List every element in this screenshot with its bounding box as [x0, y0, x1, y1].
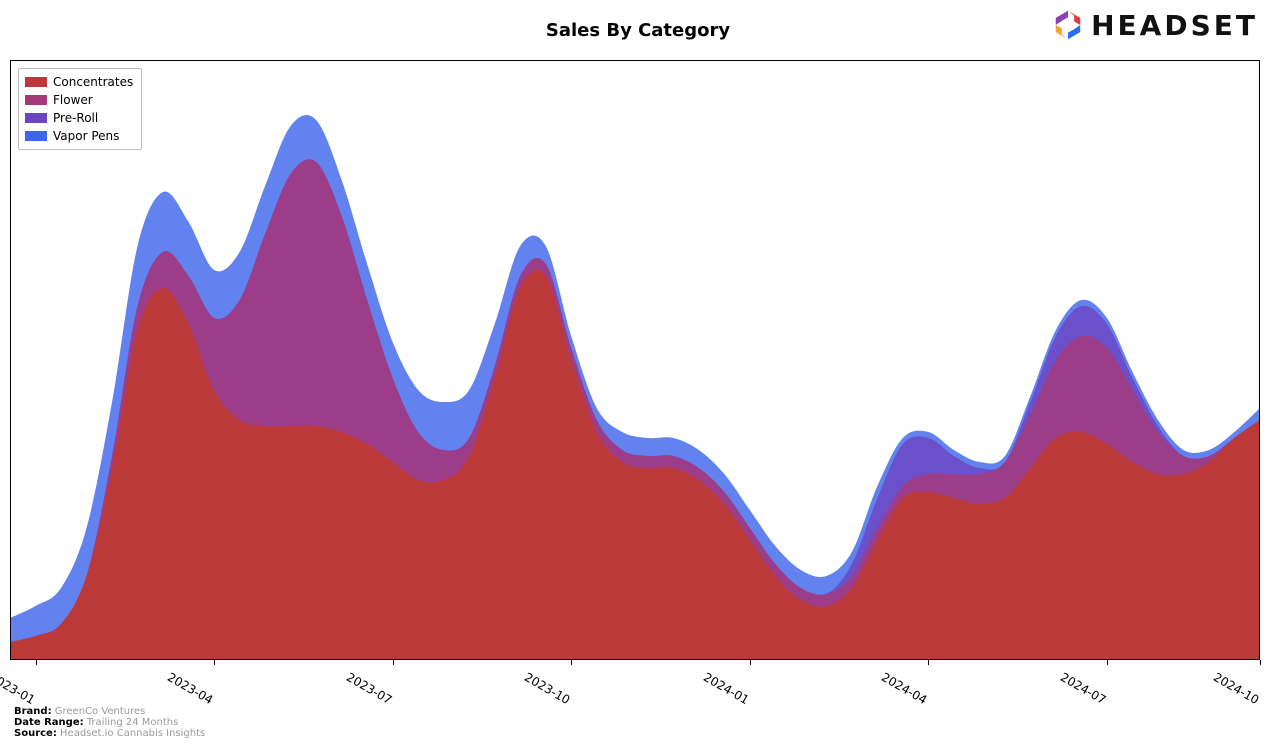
- x-tick-label: 2024-10: [1211, 670, 1261, 707]
- legend-swatch: [25, 77, 47, 87]
- legend-swatch: [25, 131, 47, 141]
- x-tick-label: 2024-04: [879, 670, 929, 707]
- legend-label: Vapor Pens: [53, 127, 119, 145]
- chart-area: [10, 60, 1260, 660]
- x-tick-label: 2023-04: [165, 670, 215, 707]
- x-tick-mark: [393, 660, 394, 665]
- x-axis: 2023-012023-042023-072023-102024-012024-…: [10, 660, 1260, 710]
- brand-logo-text: HEADSET: [1091, 9, 1258, 42]
- legend-item-flower: Flower: [25, 91, 133, 109]
- x-tick-mark: [750, 660, 751, 665]
- legend-swatch: [25, 95, 47, 105]
- chart-footer: Brand: GreenCo Ventures Date Range: Trai…: [14, 706, 205, 739]
- footer-source-label: Source:: [14, 728, 57, 739]
- chart-svg: [10, 60, 1260, 660]
- x-tick-mark: [1107, 660, 1108, 665]
- footer-source-value: Headset.io Cannabis Insights: [60, 728, 205, 739]
- footer-brand-value: GreenCo Ventures: [55, 706, 146, 717]
- footer-range-label: Date Range:: [14, 717, 84, 728]
- footer-brand-label: Brand:: [14, 706, 52, 717]
- legend-label: Concentrates: [53, 73, 133, 91]
- legend-label: Pre-Roll: [53, 109, 98, 127]
- legend-item-pre-roll: Pre-Roll: [25, 109, 133, 127]
- x-tick-mark: [1260, 660, 1261, 665]
- page-root: Sales By Category HEADSET ConcentratesFl…: [0, 0, 1276, 747]
- footer-source: Source: Headset.io Cannabis Insights: [14, 728, 205, 739]
- x-tick-label: 2023-10: [522, 670, 572, 707]
- x-tick-label: 2023-07: [344, 670, 394, 707]
- footer-brand: Brand: GreenCo Ventures: [14, 706, 205, 717]
- x-tick-mark: [928, 660, 929, 665]
- x-tick-label: 2023-01: [0, 670, 37, 707]
- footer-range: Date Range: Trailing 24 Months: [14, 717, 205, 728]
- x-tick-mark: [36, 660, 37, 665]
- legend: ConcentratesFlowerPre-RollVapor Pens: [18, 68, 142, 150]
- legend-swatch: [25, 113, 47, 123]
- legend-item-vapor-pens: Vapor Pens: [25, 127, 133, 145]
- footer-range-value: Trailing 24 Months: [87, 717, 179, 728]
- legend-label: Flower: [53, 91, 93, 109]
- x-tick-mark: [214, 660, 215, 665]
- legend-item-concentrates: Concentrates: [25, 73, 133, 91]
- x-tick-label: 2024-07: [1058, 670, 1108, 707]
- brand-logo: HEADSET: [1051, 8, 1258, 42]
- x-tick-mark: [571, 660, 572, 665]
- x-tick-label: 2024-01: [701, 670, 751, 707]
- headset-logo-icon: [1051, 8, 1085, 42]
